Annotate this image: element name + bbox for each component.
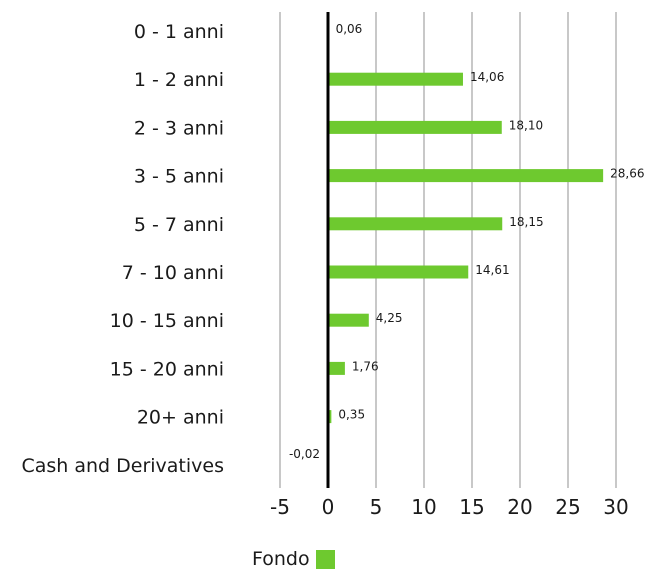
x-tick-label: 30 bbox=[603, 495, 628, 519]
x-tick-label: -5 bbox=[270, 495, 290, 519]
legend: Fondo bbox=[252, 548, 335, 570]
data-label: 14,06 bbox=[470, 70, 504, 84]
x-tick-label: 25 bbox=[555, 495, 580, 519]
data-label: -0,02 bbox=[289, 447, 320, 461]
category-label: 2 - 3 anni bbox=[134, 117, 224, 139]
data-label: 18,10 bbox=[509, 118, 543, 132]
category-label: 20+ anni bbox=[137, 407, 224, 429]
data-label: 28,66 bbox=[610, 167, 644, 181]
bar bbox=[328, 217, 503, 231]
x-tick-label: 5 bbox=[370, 495, 383, 519]
category-label: 15 - 20 anni bbox=[110, 358, 224, 380]
data-label: 0,06 bbox=[336, 22, 363, 36]
bar bbox=[328, 169, 604, 183]
data-label: 1,76 bbox=[352, 359, 379, 373]
category-label: 7 - 10 anni bbox=[122, 262, 224, 284]
bar bbox=[328, 265, 469, 279]
data-label: 18,15 bbox=[509, 215, 543, 229]
bar bbox=[328, 120, 502, 134]
data-label: 4,25 bbox=[376, 311, 403, 325]
legend-label: Fondo bbox=[252, 548, 310, 570]
category-label: 3 - 5 anni bbox=[134, 166, 224, 188]
bar-chart: -5 0 5 10 15 20 25 30 0 - 1 anni 0,06 1 - 2 anni 14… bbox=[21, 12, 644, 519]
legend-swatch bbox=[315, 549, 335, 569]
category-label: 1 - 2 anni bbox=[134, 69, 224, 91]
bar bbox=[328, 313, 369, 327]
x-tick-label: 10 bbox=[411, 495, 436, 519]
bar bbox=[328, 410, 332, 424]
x-tick-label: 15 bbox=[459, 495, 484, 519]
data-label: 14,61 bbox=[475, 263, 509, 277]
x-tick-label: 0 bbox=[322, 495, 335, 519]
data-label: 0,35 bbox=[338, 408, 365, 422]
category-label: 10 - 15 anni bbox=[110, 310, 224, 332]
x-tick-label: 20 bbox=[507, 495, 532, 519]
category-label: 0 - 1 anni bbox=[134, 21, 224, 43]
category-label: 5 - 7 anni bbox=[134, 214, 224, 236]
bar bbox=[328, 72, 463, 86]
category-label: Cash and Derivatives bbox=[21, 455, 224, 477]
bar bbox=[328, 361, 345, 375]
